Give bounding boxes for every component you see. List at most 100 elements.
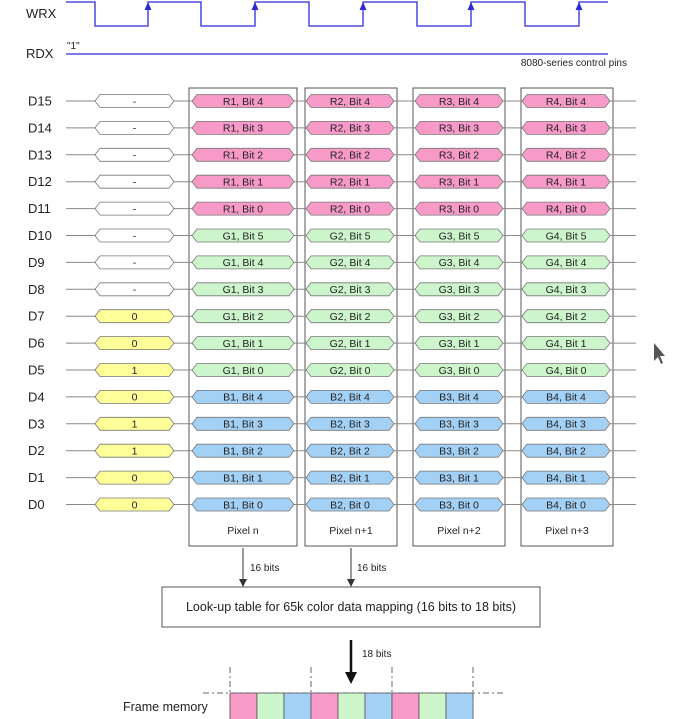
bit-cell	[521, 309, 611, 324]
bit-label: B1, Bit 3	[223, 419, 263, 431]
bit-label: G1, Bit 4	[223, 257, 264, 269]
prefix-cell	[94, 255, 175, 270]
bit-label: G2, Bit 3	[330, 284, 371, 296]
bus-row-d10: D10 - G1, Bit 5 G2, Bit 5 G3, Bit 5 G4, Bit 5	[28, 228, 636, 243]
bit-cell	[414, 121, 504, 135]
arrow-18-label: 18 bits	[362, 649, 391, 660]
bit-label: B4, Bit 2	[546, 446, 586, 458]
bit-cell	[191, 121, 295, 135]
bit-cell	[191, 94, 295, 108]
frame-memory-cell	[229, 692, 258, 719]
wrx-waveform	[66, 1, 608, 27]
bus-row-d12: D12 - R1, Bit 1 R2, Bit 1 R3, Bit 1 R4, Bit 1	[28, 174, 636, 189]
prefix-cell	[94, 309, 175, 324]
bit-cell	[521, 121, 611, 135]
wrx-edge-arrow	[251, 2, 259, 10]
mouse-cursor-icon	[654, 343, 665, 364]
prefix-cell	[94, 121, 175, 135]
bit-label: G2, Bit 2	[330, 311, 371, 323]
bit-cell	[305, 282, 395, 297]
frame-memory-cell	[283, 692, 312, 719]
bit-cell	[305, 174, 395, 189]
bit-label: G2, Bit 0	[330, 365, 371, 377]
pin-label: D7	[28, 309, 45, 324]
bit-cell	[414, 255, 504, 270]
bit-label: G4, Bit 3	[546, 284, 587, 296]
bit-cell	[521, 255, 611, 270]
bit-cell	[305, 147, 395, 162]
pixel-column-frame	[520, 87, 614, 547]
pin-label: D8	[28, 282, 45, 297]
pin-label: D6	[28, 336, 45, 351]
frame-memory-cell	[391, 692, 420, 719]
bit-label: G3, Bit 2	[439, 311, 480, 323]
bit-cell	[414, 443, 504, 458]
bit-cell	[191, 174, 295, 189]
pixel-label: Pixel n	[227, 525, 259, 537]
bit-cell	[191, 201, 295, 216]
bit-label: B4, Bit 1	[546, 472, 586, 484]
bit-cell	[191, 416, 295, 431]
bus-row-d3: D3 1 B1, Bit 3 B2, Bit 3 B3, Bit 3 B4, Bit 3	[28, 416, 636, 431]
bit-cell	[414, 470, 504, 485]
bit-cell	[414, 336, 504, 351]
bit-label: R2, Bit 0	[330, 203, 370, 215]
prefix-value: -	[133, 177, 137, 189]
bit-cell	[414, 201, 504, 216]
arrow-right-label: 16 bits	[357, 563, 386, 574]
frame-memory-cells	[203, 667, 503, 719]
frame-memory-cell	[337, 692, 366, 719]
bus-row-d11: D11 - R1, Bit 0 R2, Bit 0 R3, Bit 0 R4, Bit 0	[28, 201, 636, 216]
frame-memory-cell	[445, 692, 474, 719]
bit-label: R1, Bit 4	[223, 96, 263, 108]
bit-label: R3, Bit 2	[439, 150, 479, 162]
prefix-value: 1	[132, 419, 138, 431]
bit-label: G3, Bit 5	[439, 230, 480, 242]
prefix-value: -	[133, 257, 137, 269]
wrx-edge-arrow	[467, 2, 475, 10]
lut-box	[161, 586, 541, 628]
bit-label: B2, Bit 4	[330, 392, 370, 404]
pin-label: D11	[28, 201, 51, 216]
pin-label: D4	[28, 389, 45, 404]
bit-label: B3, Bit 0	[439, 499, 479, 511]
frame-memory-cell	[364, 692, 393, 719]
pin-label: D13	[28, 147, 52, 162]
arrow-18-head	[345, 672, 357, 684]
bit-label: G3, Bit 3	[439, 284, 480, 296]
prefix-cell	[94, 497, 175, 512]
bit-cell	[305, 94, 395, 108]
bit-label: R1, Bit 2	[223, 150, 263, 162]
prefix-value: 0	[132, 392, 138, 404]
frame-memory-label: Frame memory	[123, 700, 208, 714]
bit-label: G1, Bit 2	[223, 311, 264, 323]
bit-label: R4, Bit 1	[546, 177, 586, 189]
bit-cell	[191, 336, 295, 351]
bit-cell	[305, 228, 395, 243]
pin-label: D9	[28, 255, 45, 270]
bit-cell	[305, 363, 395, 377]
bit-cell	[521, 443, 611, 458]
prefix-value: -	[133, 203, 137, 215]
prefix-cell	[94, 282, 175, 297]
bit-cell	[191, 363, 295, 377]
prefix-value: 0	[132, 499, 138, 511]
bit-label: R1, Bit 3	[223, 123, 263, 135]
wrx-edge-arrow	[575, 2, 583, 10]
prefix-cell	[94, 94, 175, 108]
bit-cell	[521, 363, 611, 377]
bit-label: R3, Bit 1	[439, 177, 479, 189]
bit-cell	[305, 309, 395, 324]
bit-label: G1, Bit 5	[223, 230, 264, 242]
wrx-edge-arrow	[144, 2, 152, 10]
bit-label: R1, Bit 0	[223, 203, 263, 215]
prefix-cell	[94, 363, 175, 377]
bit-label: B2, Bit 1	[330, 472, 370, 484]
bit-label: B3, Bit 1	[439, 472, 479, 484]
bit-cell	[521, 336, 611, 351]
bit-label: R1, Bit 1	[223, 177, 263, 189]
bit-label: G1, Bit 1	[223, 338, 264, 350]
bit-label: G2, Bit 1	[330, 338, 371, 350]
bit-label: B3, Bit 4	[439, 392, 479, 404]
data-bus-rows: D15 - R1, Bit 4 R2, Bit 4 R3, Bit 4 R4, Bit 4…	[28, 94, 636, 512]
